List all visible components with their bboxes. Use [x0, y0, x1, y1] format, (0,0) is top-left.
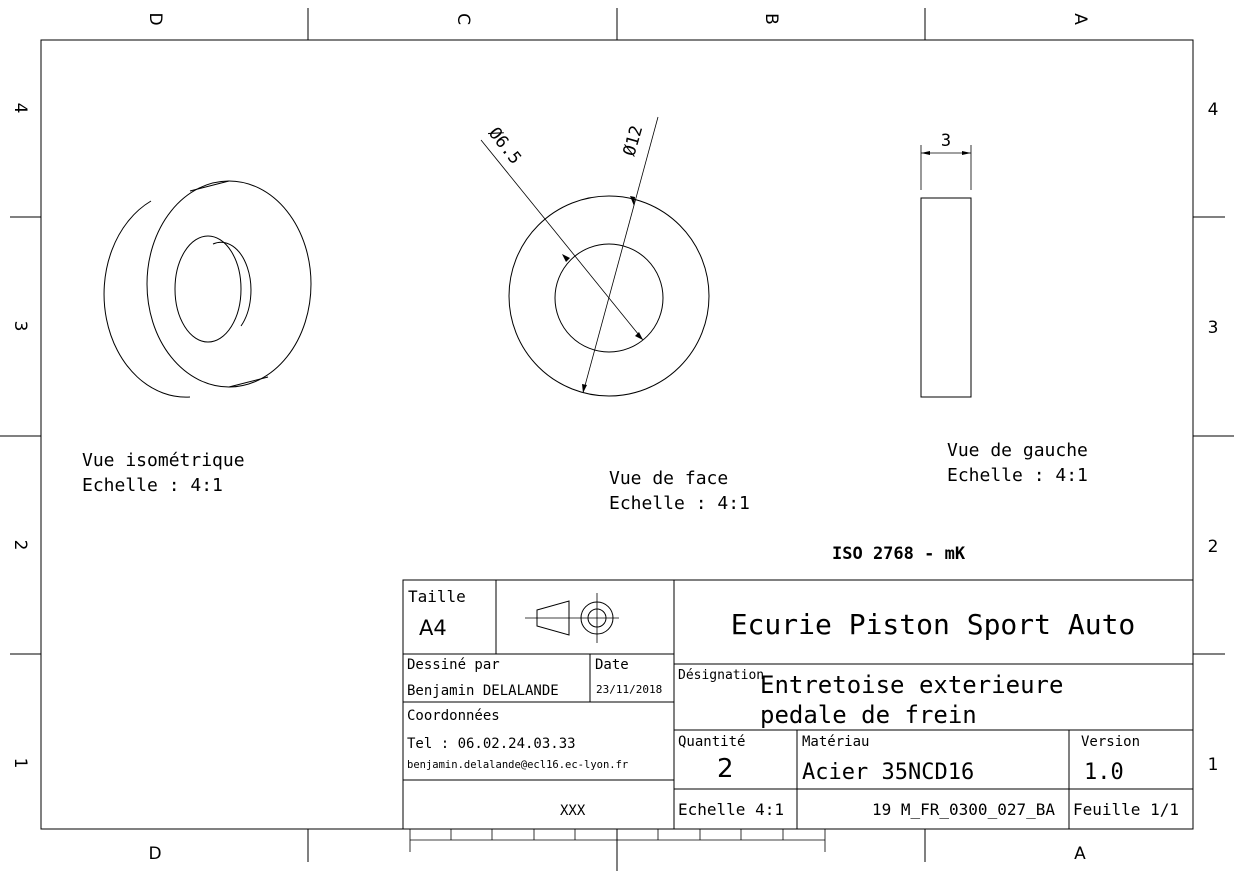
dim-inner-diameter: Ø6.5 — [484, 124, 525, 169]
zone-row-left-2: 2 — [10, 540, 30, 551]
zone-row-right-3: 3 — [1208, 318, 1219, 338]
scale-value: Echelle 4:1 — [678, 800, 784, 819]
company-name: Ecurie Piston Sport Auto — [731, 608, 1136, 641]
material-label: Matériau — [802, 734, 869, 750]
zone-row-right-1: 1 — [1208, 755, 1219, 775]
size-label: Taille — [408, 587, 466, 606]
material-value: Acier 35NCD16 — [802, 760, 974, 785]
size-value: A4 — [419, 616, 447, 640]
quantity-value: 2 — [717, 754, 734, 784]
contact-label: Coordonnées — [407, 708, 500, 724]
front-view — [480, 116, 710, 397]
quantity-label: Quantité — [678, 734, 745, 750]
dim-outer-diameter: Ø12 — [620, 123, 648, 158]
designation-label: Désignation — [678, 668, 764, 683]
isometric-view — [103, 180, 312, 398]
email-value: benjamin.delalande@ecl16.ec-lyon.fr — [407, 759, 628, 771]
zone-col-top-d: D — [145, 12, 165, 25]
version-label: Version — [1081, 734, 1140, 750]
zone-row-left-3: 3 — [10, 321, 30, 332]
drawn-by-label: Dessiné par — [407, 657, 500, 673]
zone-col-bottom-a: A — [1074, 844, 1086, 864]
sheet-number: Feuille 1/1 — [1073, 800, 1179, 819]
left-view-title: Vue de gauche — [947, 440, 1088, 461]
zone-row-right-4: 4 — [1208, 100, 1219, 120]
iso-view-scale: Echelle : 4:1 — [82, 475, 223, 496]
date-label: Date — [595, 657, 629, 673]
phone-value: Tel : 06.02.24.03.33 — [407, 736, 576, 752]
zone-row-right-2: 2 — [1208, 537, 1219, 557]
zone-col-top-b: B — [761, 13, 781, 25]
zone-row-left-1: 1 — [10, 758, 30, 769]
zone-col-bottom-d: D — [148, 844, 161, 864]
designation-line-1: Entretoise exterieure — [760, 671, 1063, 699]
tolerance-note: ISO 2768 - mK — [832, 544, 966, 564]
version-value: 1.0 — [1084, 760, 1124, 785]
face-view-scale: Echelle : 4:1 — [609, 493, 750, 514]
zone-col-top-a: A — [1070, 13, 1090, 25]
date-value: 23/11/2018 — [596, 683, 662, 696]
zone-col-top-c: C — [453, 13, 473, 25]
designation-line-2: pedale de frein — [760, 701, 977, 729]
left-view — [920, 145, 972, 398]
drawn-by-value: Benjamin DELALANDE — [407, 683, 559, 699]
left-view-scale: Echelle : 4:1 — [947, 465, 1088, 486]
projection-symbol-icon — [525, 593, 619, 643]
checked-by-value: XXX — [560, 803, 586, 819]
reference-number: 19 M_FR_0300_027_BA — [872, 800, 1055, 819]
outer-diameter-circle — [508, 195, 710, 397]
dim-width: 3 — [941, 131, 951, 151]
iso-view-title: Vue isométrique — [82, 450, 245, 471]
title-block — [402, 579, 1194, 852]
drawing-frame — [40, 39, 1194, 830]
face-view-title: Vue de face — [609, 468, 728, 489]
zone-row-left-4: 4 — [10, 103, 30, 114]
inner-diameter-circle — [554, 243, 664, 353]
